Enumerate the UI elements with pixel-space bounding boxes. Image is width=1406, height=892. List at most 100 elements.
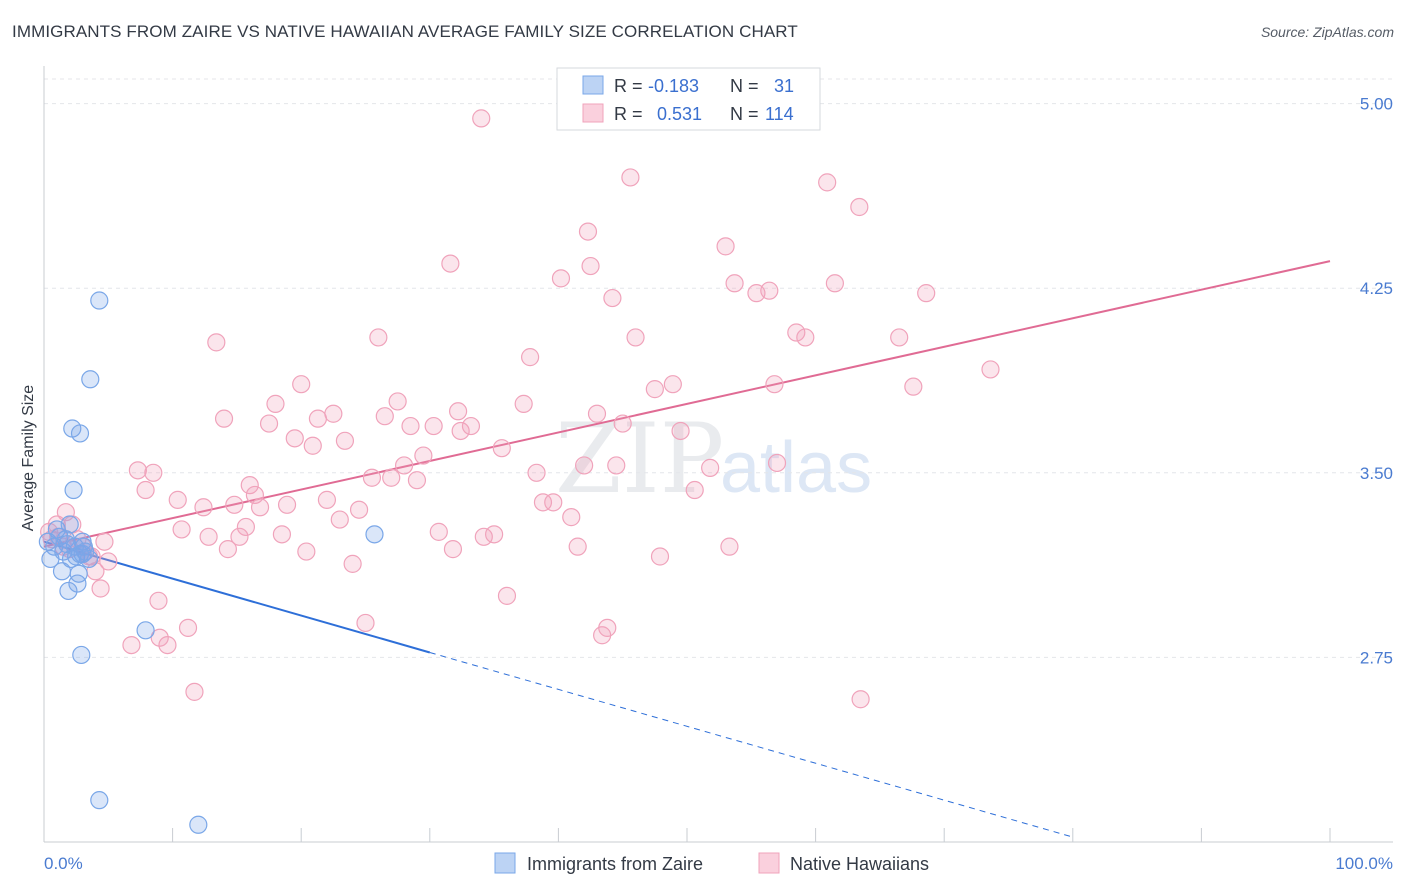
point-hawaiian [424,416,443,436]
point-hawaiian [621,168,640,187]
point-zaire [60,515,79,534]
point-zaire [70,424,90,443]
point-hawaiian [671,421,690,441]
point-zaire [90,291,109,310]
watermark-atlas: atlas [720,428,872,508]
x-tick-label-min: 0.0% [44,854,83,873]
point-hawaiian [461,416,481,436]
point-hawaiian [297,542,316,561]
point-hawaiian [587,404,607,423]
point-hawaiian [136,480,155,500]
point-hawaiian [767,453,787,473]
point-hawaiian [917,284,936,303]
y-tick-labels: 2.75 3.50 4.25 5.00 [1360,95,1393,668]
point-hawaiian [981,360,1000,379]
point-hawaiian [787,323,806,342]
point-hawaiian [144,463,163,482]
point-hawaiian [343,554,362,573]
point-hawaiian [527,463,546,482]
point-hawaiian [645,380,664,399]
point-hawaiian [443,540,463,559]
point-hawaiian [701,458,720,477]
legend-r-value-zaire: -0.183 [648,76,699,96]
point-hawaiian [303,436,322,455]
point-hawaiian [158,635,177,655]
point-hawaiian [485,525,504,544]
trend-line-solid-0 [43,540,431,654]
point-hawaiian [562,508,581,527]
point-hawaiian [375,407,394,426]
point-hawaiian [765,375,784,394]
point-hawaiian [240,476,259,495]
point-hawaiian [429,522,448,541]
legend-n-label-hawaiian: N = [730,104,759,124]
point-hawaiian [214,409,234,428]
point-hawaiian [317,490,337,509]
legend-n-value-zaire: 31 [774,76,794,96]
point-hawaiian [407,471,427,490]
point-zaire [90,791,109,810]
point-hawaiian [150,628,169,647]
point-hawaiian [272,525,292,544]
point-hawaiian [575,456,594,475]
point-hawaiian [551,269,571,288]
point-hawaiian [414,446,433,465]
point-hawaiian [356,613,375,633]
point-hawaiian [178,618,198,637]
point-hawaiian [168,490,187,509]
point-hawaiian [851,690,870,709]
point-zaire [189,815,208,834]
series-legend-swatch-hawaiian[interactable] [758,852,780,874]
point-hawaiian [122,635,141,655]
point-hawaiian [185,682,204,701]
point-hawaiian [308,409,328,428]
point-hawaiian [626,328,645,347]
y-axis-title-group: Average Family Size [20,385,37,532]
point-zaire [64,480,83,500]
point-hawaiian [382,468,401,487]
point-hawaiian [207,333,226,352]
point-zaire [365,525,384,544]
point-hawaiian [330,510,349,529]
point-hawaiian [388,392,407,411]
series-legend-label-zaire[interactable]: Immigrants from Zaire [527,854,703,874]
point-hawaiian [818,173,837,192]
point-hawaiian [578,222,598,241]
point-hawaiian [218,540,237,559]
point-hawaiian [394,456,414,475]
series-legend-label-hawaiian[interactable]: Native Hawaiians [790,854,929,874]
point-hawaiian [285,429,304,448]
watermark-zip: ZIP [555,403,724,515]
x-tick-labels: 0.0% 100.0% [44,854,1393,873]
point-hawaiian [225,495,244,514]
source-credit: Source: ZipAtlas.com [1260,24,1394,40]
point-hawaiian [451,421,470,441]
point-hawaiian [335,431,355,450]
point-zaire [68,574,87,593]
point-hawaiian [230,527,249,546]
point-hawaiian [349,500,369,519]
point-hawaiian [128,461,147,480]
point-hawaiian [663,375,682,394]
series-legend: Immigrants from Zaire Native Hawaiians [494,852,929,874]
point-hawaiian [492,439,511,458]
point-hawaiian [568,537,587,556]
point-zaire [79,549,99,569]
watermark: ZIP atlas [555,403,872,515]
y-tick-label: 4.25 [1360,279,1393,298]
y-tick-label: 3.50 [1360,464,1393,483]
legend-swatch-zaire [582,75,604,95]
series-legend-swatch-zaire[interactable] [494,852,516,874]
point-hawaiian [194,498,213,517]
point-hawaiian [250,498,270,517]
point-zaire [81,370,100,389]
point-hawaiian [725,274,744,293]
point-hawaiian [685,480,704,500]
point-hawaiian [603,288,622,308]
point-hawaiian [324,404,343,423]
point-hawaiian [581,256,600,276]
point-hawaiian [292,375,311,394]
point-zaire [69,564,88,583]
point-hawaiian [266,394,285,413]
